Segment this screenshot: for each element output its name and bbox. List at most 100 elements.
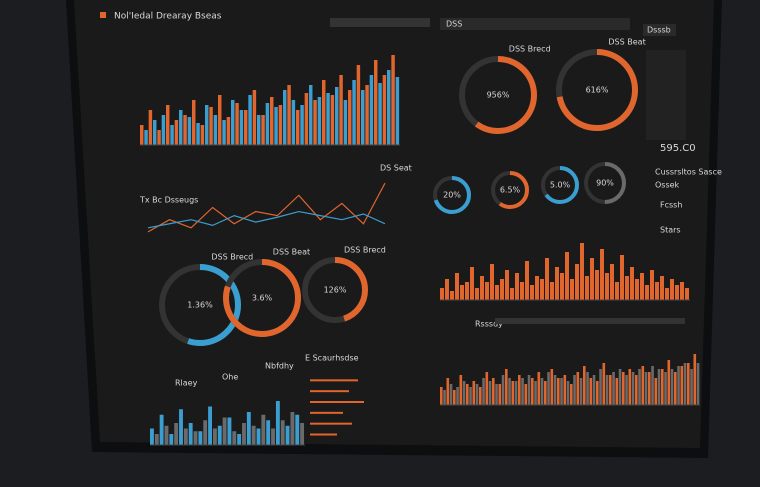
bar — [527, 375, 531, 405]
bar — [159, 414, 164, 445]
bar — [222, 120, 226, 145]
bar — [460, 285, 464, 300]
bar — [270, 97, 274, 145]
bar — [352, 80, 356, 145]
bar — [256, 428, 261, 445]
gauge-value: 616% — [586, 86, 609, 95]
bar — [339, 75, 343, 145]
bar — [540, 279, 544, 300]
bar — [217, 425, 222, 445]
bar — [693, 354, 697, 405]
big-value: 595.C0 — [660, 143, 696, 154]
side-button[interactable] — [643, 24, 676, 36]
bar — [290, 412, 295, 445]
title-icon — [100, 12, 106, 18]
bar — [553, 375, 557, 405]
bar — [644, 372, 648, 405]
gauge-value: 1.36% — [187, 301, 213, 310]
bar — [575, 264, 579, 300]
bar — [365, 85, 369, 145]
bar — [226, 117, 231, 145]
bar — [164, 425, 169, 445]
bar — [479, 387, 482, 405]
bar — [655, 282, 659, 300]
side-panel — [646, 50, 686, 140]
side-label[interactable]: Dsssb — [647, 26, 671, 35]
bar — [275, 401, 280, 445]
bar — [440, 387, 443, 405]
bar — [490, 264, 494, 300]
bar — [287, 85, 291, 145]
bar — [530, 285, 534, 300]
bar — [631, 372, 635, 405]
bar — [640, 273, 644, 300]
bar — [524, 384, 528, 405]
bar — [690, 369, 693, 405]
bar — [205, 105, 209, 145]
bar — [174, 423, 179, 445]
bar — [540, 378, 544, 405]
slider[interactable] — [495, 318, 685, 324]
bar — [391, 55, 395, 145]
bar — [625, 276, 629, 300]
bar — [295, 414, 300, 445]
gauge-caption: DSS Beat — [273, 248, 310, 257]
bar — [335, 87, 339, 145]
bar — [550, 282, 554, 300]
bar — [278, 105, 283, 145]
bar — [218, 95, 222, 145]
bar — [557, 378, 560, 405]
bar — [244, 110, 248, 145]
bar — [237, 434, 242, 445]
bar — [330, 95, 335, 145]
gauge-arc — [459, 56, 537, 134]
bar — [261, 115, 265, 145]
bar — [514, 381, 518, 405]
bar — [192, 100, 196, 145]
gauge-value: 956% — [487, 91, 510, 100]
gauge-arc — [584, 162, 626, 204]
bar — [518, 375, 521, 405]
bar — [620, 255, 624, 300]
hbar — [310, 411, 343, 414]
bar — [200, 125, 205, 145]
bar — [285, 425, 290, 445]
bar — [187, 117, 192, 145]
gauge-value: 90% — [596, 179, 614, 188]
search-bar[interactable] — [330, 18, 430, 27]
bar — [485, 282, 489, 300]
menu-item: Ossek — [655, 181, 680, 190]
bar — [317, 97, 322, 145]
bar — [670, 279, 674, 300]
bar — [683, 363, 687, 405]
menu-item: Fcssh — [660, 201, 682, 210]
bar — [645, 285, 649, 300]
bar — [475, 384, 479, 405]
bar — [154, 434, 159, 445]
bar — [296, 110, 300, 145]
bar — [198, 431, 203, 445]
tab-label[interactable]: DSS — [446, 20, 462, 29]
hbar — [310, 379, 358, 382]
menu-item: Stars — [660, 226, 681, 235]
bar — [665, 288, 669, 300]
bar — [641, 366, 645, 405]
legend: Tx Bc Dsseugs — [139, 196, 198, 205]
bar — [261, 414, 266, 445]
bar — [356, 65, 361, 145]
bar — [495, 384, 498, 405]
bar — [685, 288, 689, 300]
bar — [560, 378, 563, 405]
bar — [599, 369, 602, 405]
bar — [596, 381, 599, 405]
bar — [573, 375, 576, 405]
bar — [280, 420, 285, 445]
tab[interactable] — [440, 18, 630, 30]
bar — [188, 423, 193, 445]
bar — [635, 279, 639, 300]
gauge-caption: DSS Beat — [608, 38, 645, 47]
bar — [505, 369, 508, 405]
bar — [445, 279, 449, 300]
bar — [650, 270, 654, 300]
bar — [570, 384, 573, 405]
